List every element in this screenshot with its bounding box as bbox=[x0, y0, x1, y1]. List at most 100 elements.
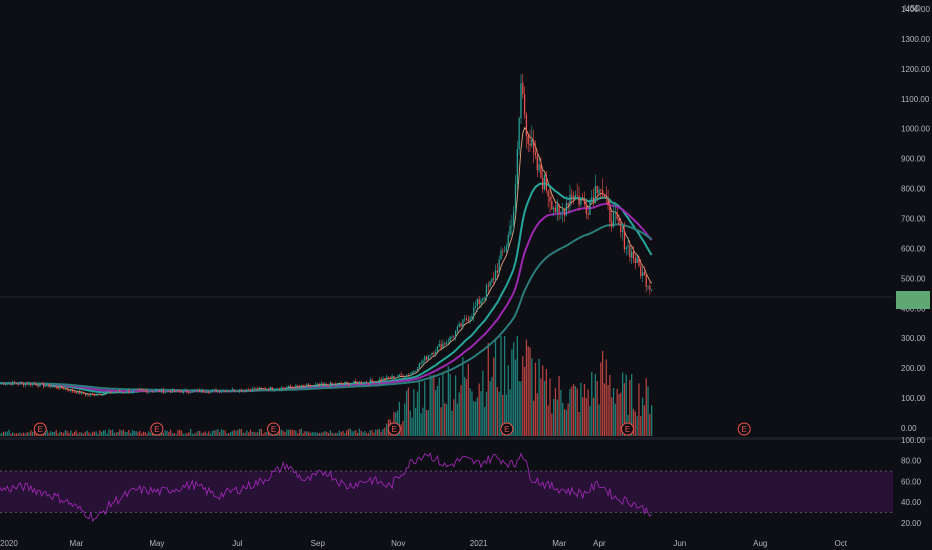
volume-bar bbox=[360, 430, 362, 436]
volume-bar bbox=[516, 336, 518, 436]
candle-body bbox=[621, 230, 624, 233]
candle-body bbox=[266, 389, 268, 391]
time-tick-label: Jul bbox=[232, 539, 242, 548]
volume-bar bbox=[79, 432, 81, 436]
volume-bar bbox=[340, 431, 342, 436]
volume-bar bbox=[514, 359, 517, 436]
candle-body bbox=[531, 140, 533, 146]
volume-bar bbox=[449, 373, 451, 436]
candle-body bbox=[318, 383, 321, 386]
volume-bar bbox=[177, 430, 179, 436]
candle-body bbox=[396, 376, 399, 378]
volume-bar bbox=[306, 431, 308, 436]
volume-bar bbox=[425, 409, 428, 436]
volume-bar bbox=[612, 388, 615, 436]
candle-body bbox=[46, 384, 48, 386]
candle-body bbox=[77, 390, 79, 394]
axes: 0.00100.00200.00300.00400.00500.00600.00… bbox=[0, 5, 930, 548]
volume-bar bbox=[68, 432, 70, 436]
candle-body bbox=[458, 323, 460, 327]
candle-body bbox=[91, 394, 94, 395]
candle-body bbox=[413, 371, 415, 373]
earnings-marker[interactable]: E bbox=[621, 422, 635, 436]
volume-bar bbox=[469, 388, 471, 436]
candle-body bbox=[208, 392, 210, 394]
candle-body bbox=[253, 388, 255, 390]
volume-bar bbox=[313, 432, 315, 436]
candle-body bbox=[258, 387, 261, 390]
currency-label: USD bbox=[904, 4, 921, 13]
volume-bar bbox=[594, 373, 597, 436]
volume-bar bbox=[424, 381, 426, 436]
candle-body bbox=[151, 391, 154, 393]
candle-body bbox=[82, 392, 85, 394]
volume-bar bbox=[547, 405, 549, 436]
time-tick-label: Nov bbox=[391, 539, 405, 548]
earnings-marker[interactable]: E bbox=[737, 422, 751, 436]
volume-bar bbox=[513, 342, 515, 436]
candle-body bbox=[146, 390, 148, 393]
last-price-badge[interactable] bbox=[896, 291, 930, 309]
candle-body bbox=[533, 140, 535, 153]
candle-body bbox=[636, 256, 638, 264]
earnings-letter: E bbox=[504, 425, 509, 434]
volume-bar bbox=[464, 377, 466, 436]
candle-body bbox=[117, 390, 119, 393]
volume-bar bbox=[231, 431, 233, 436]
volume-bar bbox=[375, 429, 377, 436]
volume-bar bbox=[151, 433, 154, 436]
candle-body bbox=[473, 307, 475, 317]
candle-body bbox=[522, 83, 524, 95]
volume-bar bbox=[173, 433, 175, 436]
volume-bar bbox=[518, 381, 520, 436]
volume-bar bbox=[168, 431, 170, 436]
candle-body bbox=[302, 385, 304, 387]
candle-body bbox=[171, 389, 174, 393]
earnings-marker[interactable]: E bbox=[150, 422, 164, 436]
earnings-marker[interactable]: E bbox=[387, 422, 401, 436]
candle-body bbox=[177, 390, 179, 392]
earnings-circle bbox=[737, 422, 751, 436]
earnings-marker[interactable]: E bbox=[267, 422, 281, 436]
volume-bar bbox=[295, 430, 297, 436]
volume-bar bbox=[583, 383, 586, 436]
earnings-marker[interactable]: E bbox=[500, 422, 514, 436]
volume-bar bbox=[88, 432, 90, 436]
volume-bar bbox=[209, 433, 212, 436]
candle-body bbox=[525, 114, 528, 136]
candle-body bbox=[329, 382, 331, 387]
candle-body bbox=[578, 195, 580, 205]
volume-bar bbox=[533, 400, 535, 436]
time-tick-label: Jun bbox=[673, 539, 686, 548]
volume-bar bbox=[297, 433, 299, 436]
volume-bar bbox=[476, 397, 479, 436]
candle-body bbox=[462, 319, 464, 327]
candle-body bbox=[278, 388, 281, 390]
volume-bar bbox=[61, 431, 63, 436]
volume-bar bbox=[431, 375, 433, 436]
volume-bar bbox=[184, 433, 186, 436]
volume-bar bbox=[651, 405, 653, 436]
earnings-marker[interactable]: E bbox=[33, 422, 47, 436]
volume-bar bbox=[21, 433, 23, 436]
candle-body bbox=[213, 389, 215, 391]
candle-body bbox=[22, 382, 25, 386]
volume-bar bbox=[197, 430, 199, 436]
candle-body bbox=[164, 391, 166, 393]
volume-bar bbox=[75, 430, 77, 436]
volume-bar bbox=[33, 431, 36, 436]
candle-body bbox=[487, 285, 489, 287]
candle-body bbox=[159, 390, 161, 392]
volume-bar bbox=[522, 356, 524, 436]
volume-bar bbox=[429, 375, 431, 436]
volume-bar bbox=[551, 413, 553, 436]
volume-bar bbox=[315, 432, 317, 436]
candle-body bbox=[215, 389, 217, 392]
candle-body bbox=[293, 387, 295, 389]
volume-bar bbox=[115, 432, 117, 436]
volume-bar bbox=[632, 408, 635, 436]
candle-body bbox=[474, 305, 477, 308]
volume-bar bbox=[140, 433, 143, 436]
